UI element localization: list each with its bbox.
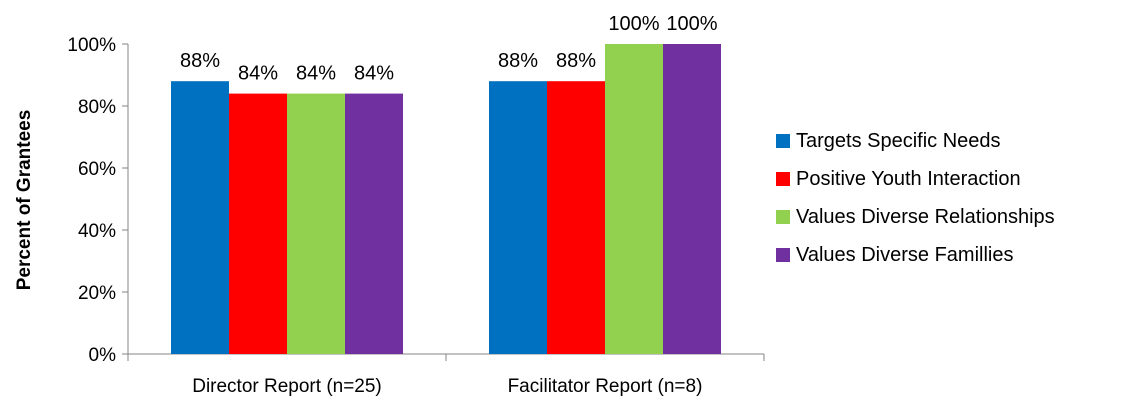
y-tick-label: 0%: [89, 345, 117, 366]
bars: [171, 44, 721, 354]
data-label: 100%: [666, 13, 717, 35]
bar: [229, 93, 287, 354]
bar: [171, 81, 229, 354]
x-tick-label: Facilitator Report (n=8): [508, 376, 703, 397]
y-tick-label: 60%: [78, 159, 116, 180]
x-tick-label: Director Report (n=25): [192, 376, 382, 397]
legend-swatch: [776, 134, 790, 148]
bar: [345, 93, 403, 354]
legend-label: Targets Specific Needs: [796, 129, 1001, 152]
legend-label: Positive Youth Interaction: [796, 167, 1021, 190]
bar: [663, 44, 721, 354]
legend-label: Values Diverse Relationships: [796, 205, 1055, 228]
axes: 0% 20% 40% 60% 80% 100% Director Report (n=25)…: [67, 35, 765, 397]
legend-swatch: [776, 248, 790, 262]
bar: [287, 93, 345, 354]
data-label: 88%: [498, 50, 538, 72]
data-label: 88%: [180, 50, 220, 72]
legend-item: Values Diverse Famillies: [776, 244, 1055, 266]
legend-swatch: [776, 172, 790, 186]
legend-item: Targets Specific Needs: [776, 130, 1055, 152]
y-tick-label: 80%: [78, 97, 116, 118]
legend-item: Positive Youth Interaction: [776, 168, 1055, 190]
data-label: 84%: [354, 63, 394, 85]
y-axis-label: Percent of Grantees: [14, 110, 35, 291]
data-label: 88%: [556, 50, 596, 72]
legend-item: Values Diverse Relationships: [776, 206, 1055, 228]
bar: [489, 81, 547, 354]
bar: [605, 44, 663, 354]
y-tick-label: 40%: [78, 221, 116, 242]
y-tick-label: 20%: [78, 283, 116, 304]
data-labels: 88% 84% 84% 84% 88% 88% 100% 100%: [180, 13, 718, 85]
y-tick-label: 100%: [67, 35, 116, 56]
data-label: 84%: [238, 63, 278, 85]
legend-swatch: [776, 210, 790, 224]
data-label: 84%: [296, 63, 336, 85]
data-label: 100%: [608, 13, 659, 35]
legend: Targets Specific Needs Positive Youth Int…: [776, 130, 1055, 282]
bar: [547, 81, 605, 354]
legend-label: Values Diverse Famillies: [796, 243, 1014, 266]
